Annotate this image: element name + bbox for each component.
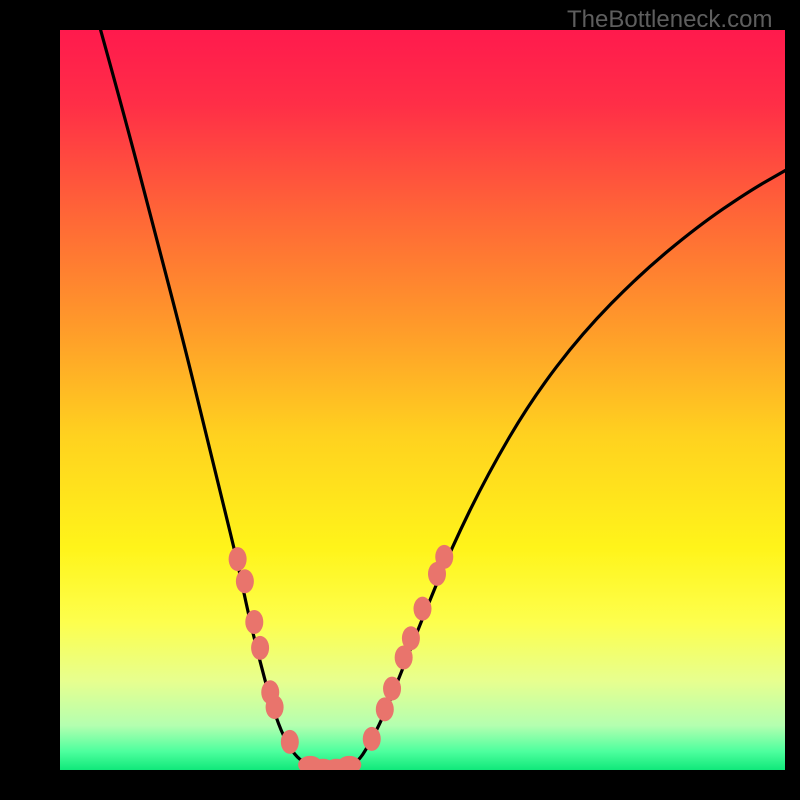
marker-left xyxy=(236,569,254,593)
marker-right xyxy=(383,677,401,701)
marker-left xyxy=(251,636,269,660)
marker-left xyxy=(229,547,247,571)
marker-right xyxy=(363,727,381,751)
marker-right xyxy=(414,597,432,621)
plot-svg xyxy=(60,30,785,770)
marker-left xyxy=(281,730,299,754)
marker-right xyxy=(435,545,453,569)
marker-right xyxy=(402,626,420,650)
marker-left xyxy=(245,610,263,634)
marker-right xyxy=(376,697,394,721)
plot-area xyxy=(60,30,785,770)
watermark-text: TheBottleneck.com xyxy=(567,6,772,34)
gradient-background xyxy=(60,30,785,770)
marker-left xyxy=(266,695,284,719)
